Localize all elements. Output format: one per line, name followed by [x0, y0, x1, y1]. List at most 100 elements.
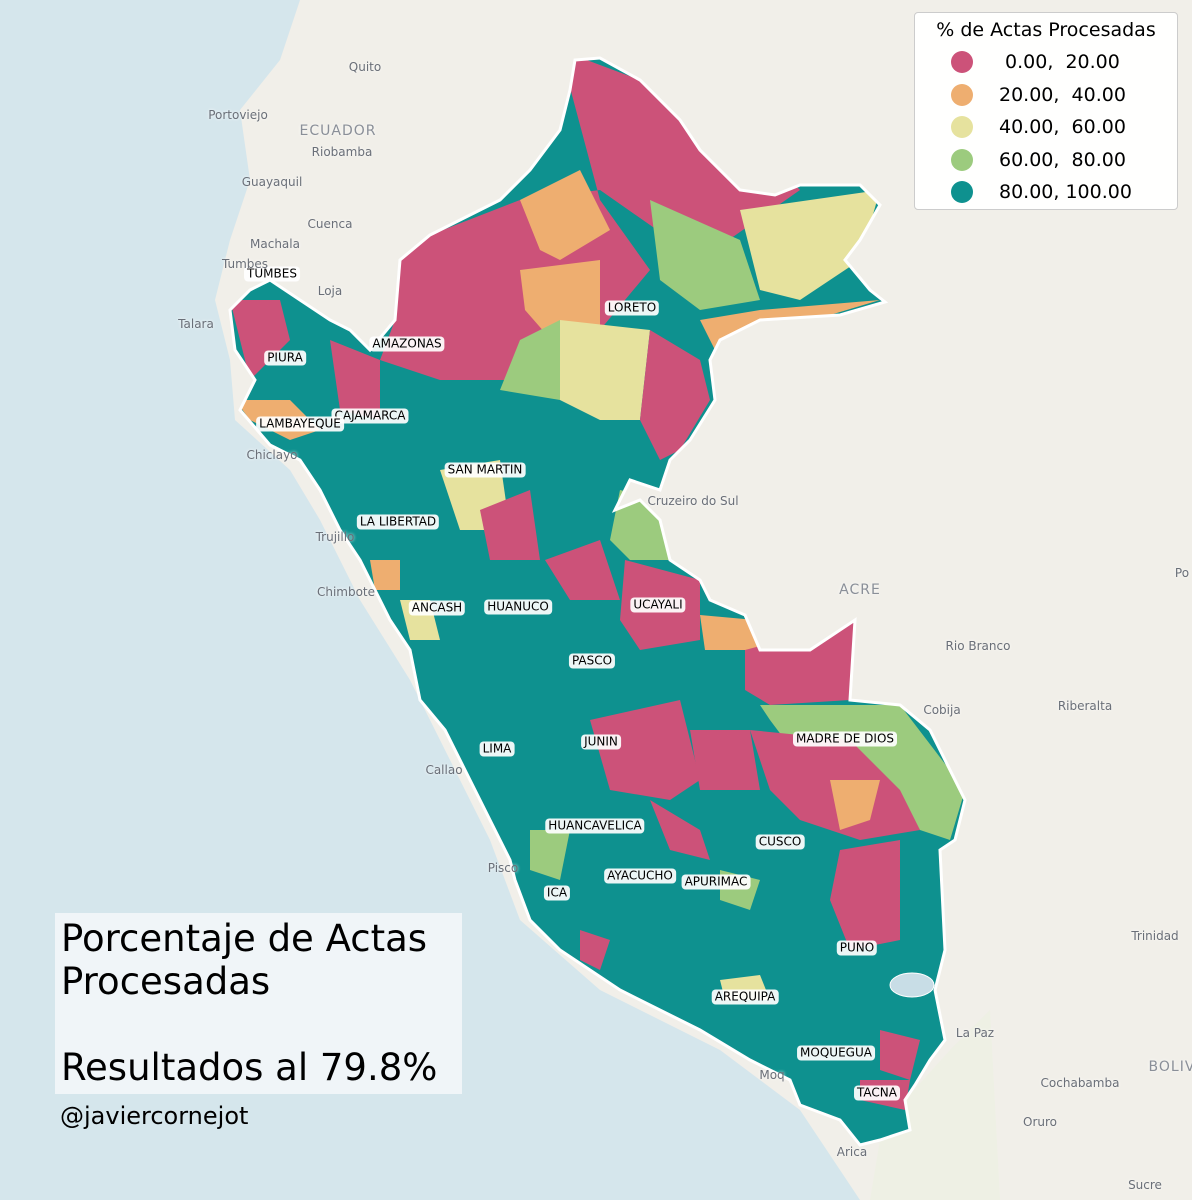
basemap-label: ACRE: [839, 582, 881, 598]
region-label: CUSCO: [755, 834, 805, 850]
basemap-label: Riobamba: [311, 145, 373, 159]
legend: % de Actas Procesadas 0.00, 20.00 20.00, …: [914, 12, 1178, 210]
region-label: AREQUIPA: [711, 989, 779, 1005]
region-label: LIMA: [479, 741, 515, 757]
fill: [520, 170, 610, 260]
legend-swatch: [951, 83, 973, 106]
region-label: LAMBAYEQUE: [256, 416, 344, 432]
fill: [650, 800, 710, 860]
region-label: UCAYALI: [630, 597, 686, 613]
region-label: CAJAMARCA: [331, 408, 409, 424]
basemap-label: Portoviejo: [208, 108, 268, 122]
legend-label: 80.00, 100.00: [999, 181, 1132, 203]
basemap-label: Loja: [317, 284, 343, 298]
basemap-label: Guayaquil: [241, 175, 303, 189]
legend-item: 40.00, 60.00: [951, 112, 1126, 142]
region-label: LA LIBERTAD: [356, 514, 440, 530]
basemap-label: ECUADOR: [299, 123, 377, 139]
basemap-label: Chiclayo: [246, 448, 298, 462]
legend-label: 40.00, 60.00: [999, 116, 1126, 138]
land-south: [870, 1010, 1000, 1200]
basemap-label: Po: [1174, 566, 1190, 580]
legend-swatch: [951, 51, 973, 73]
legend-title: % de Actas Procesadas: [936, 19, 1156, 41]
region-label: LORETO: [604, 300, 660, 316]
basemap-label: Callao: [425, 763, 463, 777]
basemap-label: Trujillo: [315, 530, 355, 544]
basemap-label: Talara: [178, 317, 214, 331]
region-label: AYACUCHO: [604, 868, 676, 884]
basemap-label: Cuenca: [307, 217, 353, 231]
title: Porcentaje de Actas Procesadas: [61, 917, 428, 1003]
fill: [740, 190, 880, 300]
basemap-label: Cruzeiro do Sul: [647, 494, 739, 508]
legend-item: 20.00, 40.00: [951, 80, 1126, 110]
fill: [500, 320, 560, 400]
region-label: PIURA: [264, 350, 306, 366]
legend-swatch: [951, 148, 973, 171]
fill: [545, 540, 620, 600]
basemap-label: Pisco: [487, 861, 519, 875]
basemap-label: Rio Branco: [945, 639, 1011, 653]
subtitle: Resultados al 79.8%: [61, 1046, 438, 1089]
fill: [830, 840, 900, 950]
fill: [590, 700, 700, 800]
fill: [650, 200, 760, 310]
basemap-label: Quito: [348, 60, 382, 74]
region-label: MADRE DE DIOS: [792, 731, 898, 747]
fill: [330, 340, 380, 420]
legend-label: 0.00, 20.00: [999, 51, 1120, 73]
region-label: SAN MARTIN: [444, 462, 526, 478]
basemap-label: Sucre: [1128, 1178, 1162, 1192]
basemap-label: Tumbes: [221, 257, 269, 271]
basemap-label: Machala: [250, 237, 300, 251]
fill: [580, 930, 610, 970]
region-label: ICA: [543, 885, 571, 901]
fill: [830, 780, 880, 830]
basemap-label: La Paz: [955, 1026, 995, 1040]
region-label: TUMBES: [244, 266, 300, 282]
fill: [640, 330, 710, 460]
fill: [370, 560, 400, 590]
fill: [700, 615, 760, 650]
fill: [230, 300, 290, 380]
basemap-label: Moq: [759, 1068, 785, 1082]
legend-label: 60.00, 80.00: [999, 148, 1126, 171]
region-label: AMAZONAS: [369, 336, 445, 352]
basemap-label: Oruro: [1023, 1115, 1057, 1129]
region-label: HUANUCO: [484, 599, 552, 615]
legend-swatch: [951, 116, 973, 138]
title-box: Porcentaje de Actas Procesadas Resultado…: [55, 913, 462, 1094]
fill: [880, 1030, 920, 1080]
legend-item: 60.00, 80.00: [951, 145, 1126, 175]
legend-label: 20.00, 40.00: [999, 83, 1126, 106]
basemap-label: Trinidad: [1131, 929, 1179, 943]
lake-titicaca: [889, 972, 935, 998]
sea: [0, 0, 860, 1200]
fill: [480, 490, 540, 560]
attribution: @javiercornejot: [60, 1102, 249, 1130]
basemap-label: Riberalta: [1057, 699, 1113, 713]
basemap-label: BOLIV: [1148, 1059, 1192, 1075]
region-label: PASCO: [568, 653, 616, 669]
fill: [745, 620, 860, 705]
region-label: JUNIN: [581, 734, 621, 750]
fill: [530, 830, 570, 880]
basemap-label: Cochabamba: [1040, 1076, 1120, 1090]
legend-swatch: [951, 181, 973, 203]
region-label: MOQUEGUA: [797, 1045, 875, 1061]
basemap-label: Arica: [836, 1145, 868, 1159]
region-label: TACNA: [854, 1085, 900, 1101]
region-label: APURIMAC: [681, 874, 751, 890]
region-label: ANCASH: [408, 600, 466, 616]
region-label: PUNO: [836, 940, 878, 956]
fill: [690, 730, 760, 790]
fill: [540, 320, 650, 420]
region-label: HUANCAVELICA: [545, 818, 645, 834]
basemap-label: Cobija: [923, 703, 961, 717]
basemap-label: Chimbote: [316, 585, 376, 599]
legend-item: 80.00, 100.00: [951, 177, 1132, 207]
legend-item: 0.00, 20.00: [951, 47, 1120, 77]
